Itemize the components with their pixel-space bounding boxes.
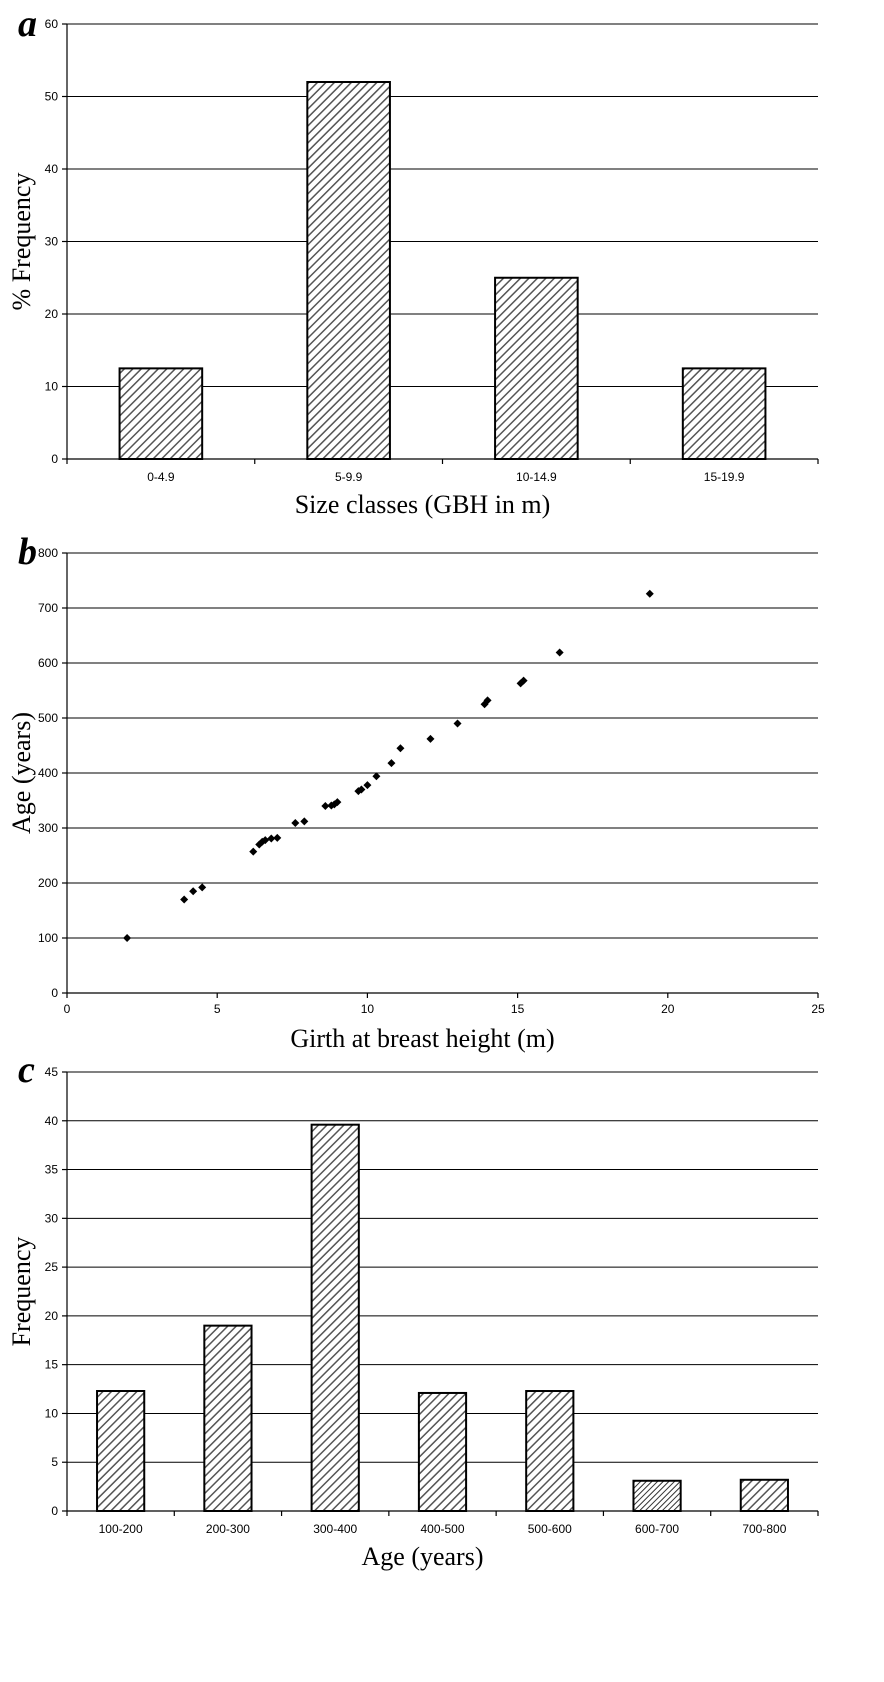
y-tick-label: 0 [51, 986, 58, 1000]
y-tick-label: 500 [38, 711, 58, 725]
x-tick-label: 200-300 [206, 1522, 250, 1536]
data-point [198, 883, 207, 892]
y-tick-label: 300 [38, 821, 58, 835]
x-tick-label: 400-500 [420, 1522, 464, 1536]
x-tick-label: 0-4.9 [147, 470, 175, 484]
panel-letter: a [18, 3, 37, 45]
bar-10-14.9 [494, 276, 579, 460]
data-point [267, 834, 276, 843]
data-point [363, 781, 372, 790]
data-point [123, 934, 132, 942]
data-point [387, 759, 396, 768]
y-tick-label: 30 [45, 235, 59, 249]
bar-15-19.9 [681, 367, 767, 460]
data-point [645, 589, 654, 598]
x-tick-label: 25 [811, 1002, 825, 1016]
x-axis-title: Age (years) [362, 1542, 484, 1571]
x-tick-label: 0 [64, 1002, 71, 1016]
x-tick-label: 700-800 [742, 1522, 786, 1536]
data-point [189, 887, 198, 896]
data-point [426, 734, 435, 743]
bar-100-200 [96, 1390, 146, 1513]
bar-600-700 [632, 1479, 682, 1513]
y-axis-title: % Frequency [7, 173, 36, 311]
x-tick-label: 15 [511, 1002, 525, 1016]
data-point [555, 648, 564, 657]
y-tick-label: 20 [45, 307, 59, 321]
y-tick-label: 5 [51, 1455, 58, 1469]
data-point [180, 895, 189, 904]
panel-letter: b [18, 531, 37, 573]
x-tick-label: 5 [214, 1002, 221, 1016]
data-point [333, 798, 342, 807]
bar-0-4.9 [118, 367, 204, 460]
y-tick-label: 800 [38, 546, 58, 560]
y-tick-label: 50 [45, 90, 59, 104]
x-tick-label: 300-400 [313, 1522, 357, 1536]
x-tick-label: 5-9.9 [335, 470, 363, 484]
data-point [261, 836, 270, 845]
bar-500-600 [525, 1390, 575, 1513]
bar-5-9.9 [306, 81, 391, 460]
y-tick-label: 40 [45, 1114, 59, 1128]
data-point [372, 772, 381, 781]
y-tick-label: 0 [51, 452, 58, 466]
y-tick-label: 45 [45, 1065, 59, 1079]
bar-300-400 [310, 1123, 360, 1513]
x-tick-label: 600-700 [635, 1522, 679, 1536]
bar-200-300 [203, 1324, 253, 1512]
data-point [291, 819, 300, 828]
data-point [321, 802, 330, 810]
y-tick-label: 10 [45, 380, 59, 394]
data-point [357, 785, 366, 794]
data-point [249, 847, 258, 856]
y-axis-title: Age (years) [7, 712, 36, 834]
y-tick-label: 30 [45, 1211, 59, 1225]
x-tick-label: 500-600 [528, 1522, 572, 1536]
y-tick-label: 35 [45, 1163, 59, 1177]
data-point [396, 744, 405, 753]
x-axis-title: Size classes (GBH in m) [295, 490, 551, 519]
x-tick-label: 10 [361, 1002, 375, 1016]
data-point [273, 833, 282, 842]
data-point [483, 696, 492, 705]
bar-700-800 [739, 1478, 789, 1513]
y-tick-label: 600 [38, 656, 58, 670]
x-tick-label: 15-19.9 [704, 470, 745, 484]
panel-letter: c [18, 1049, 35, 1091]
y-tick-label: 10 [45, 1406, 59, 1420]
x-axis-title: Girth at breast height (m) [290, 1024, 554, 1053]
data-point [300, 817, 309, 826]
y-tick-label: 400 [38, 766, 58, 780]
y-axis-title: Frequency [7, 1237, 36, 1347]
x-tick-label: 100-200 [99, 1522, 143, 1536]
y-tick-label: 25 [45, 1260, 59, 1274]
y-tick-label: 100 [38, 931, 58, 945]
x-tick-label: 20 [661, 1002, 675, 1016]
y-tick-label: 15 [45, 1358, 59, 1372]
y-tick-label: 40 [45, 162, 59, 176]
y-tick-label: 20 [45, 1309, 59, 1323]
data-point [453, 719, 462, 728]
x-tick-label: 10-14.9 [516, 470, 557, 484]
y-tick-label: 60 [45, 17, 59, 31]
bar-400-500 [417, 1391, 468, 1512]
y-tick-label: 700 [38, 601, 58, 615]
y-tick-label: 200 [38, 876, 58, 890]
data-point [519, 676, 528, 685]
y-tick-label: 0 [51, 1504, 58, 1518]
